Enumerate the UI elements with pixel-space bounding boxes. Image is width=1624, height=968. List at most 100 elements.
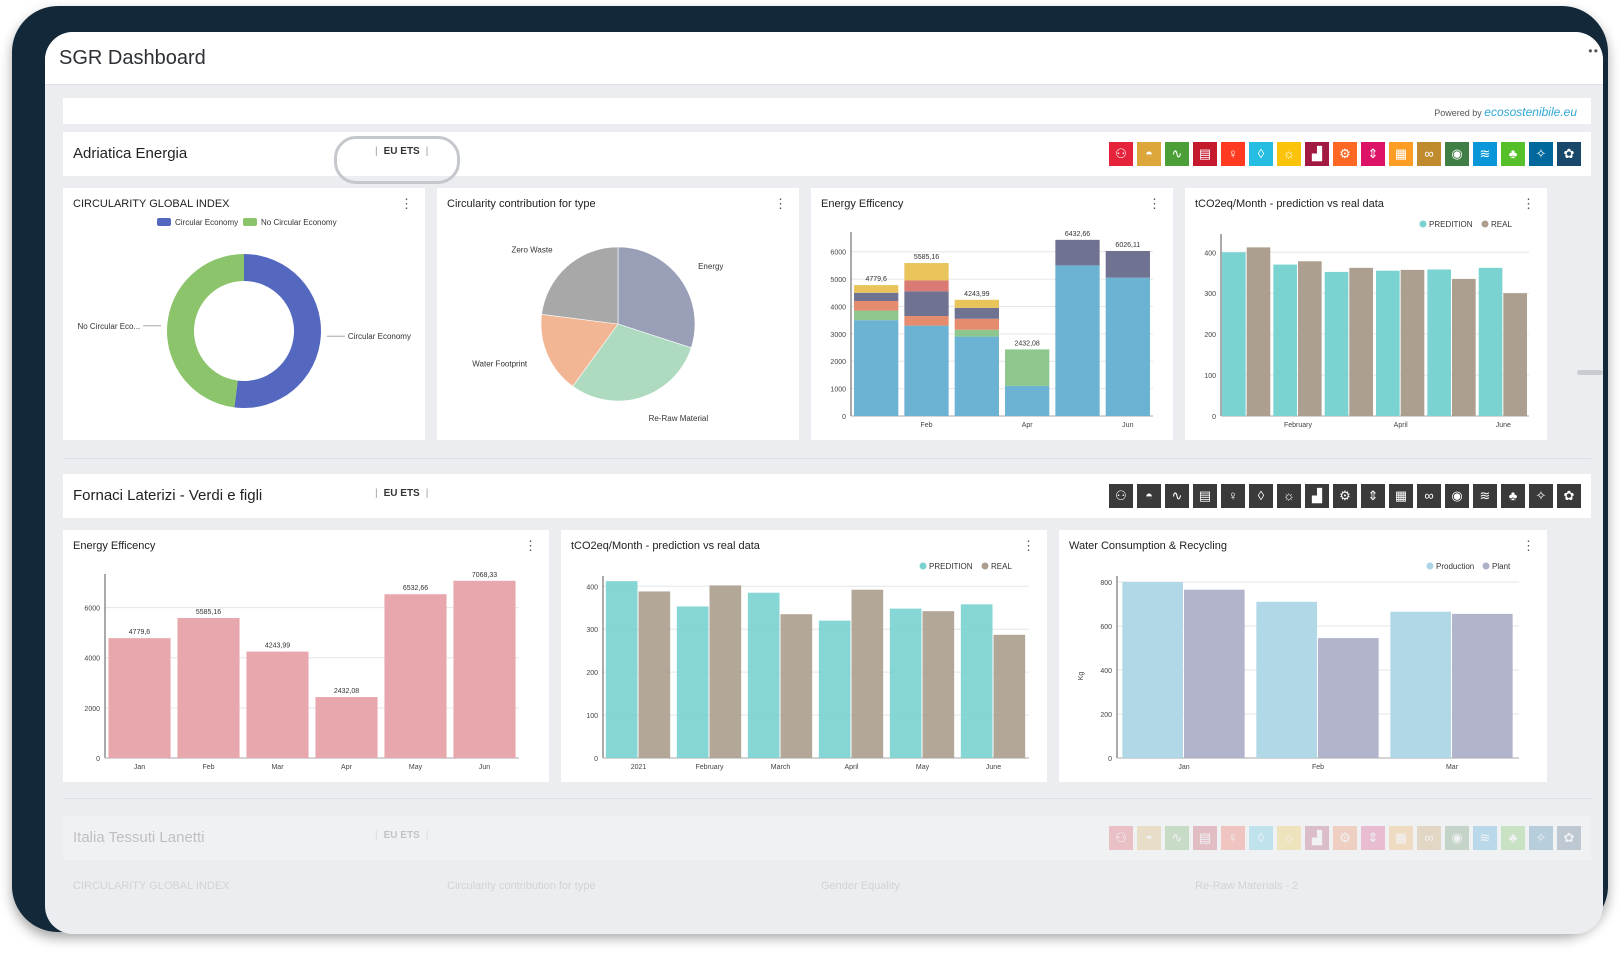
dove-icon[interactable]: ✧	[1529, 142, 1553, 166]
bar	[1427, 269, 1451, 416]
water-drop-icon[interactable]: ◊	[1249, 142, 1273, 166]
equality-icon[interactable]: ⇕	[1361, 142, 1385, 166]
stacked-bar-segment	[1105, 250, 1150, 278]
legend-marker	[1481, 220, 1489, 228]
city-icon[interactable]: ▦	[1389, 484, 1413, 508]
stacked-bar-segment	[1005, 349, 1050, 386]
y-tick-label: 4000	[830, 304, 846, 311]
panel-tco2-prediction-2: tCO2eq/Month - prediction vs real data ⋮…	[561, 530, 1047, 782]
bowl-icon[interactable]: ◓	[1137, 484, 1161, 508]
bar-value-label: 7068,33	[472, 572, 497, 579]
book-icon[interactable]: ▤	[1193, 484, 1217, 508]
scroll-handle[interactable]	[1577, 370, 1603, 375]
bar	[747, 592, 780, 758]
flower-icon[interactable]: ✿	[1557, 484, 1581, 508]
kebab-menu-icon[interactable]: ⋮	[524, 538, 537, 553]
factory-icon[interactable]: ⚙	[1333, 484, 1357, 508]
city-icon[interactable]: ▦	[1389, 142, 1413, 166]
infinity-icon[interactable]: ∞	[1417, 826, 1441, 850]
equality-icon[interactable]: ⇕	[1361, 826, 1385, 850]
sun-icon[interactable]: ☼	[1277, 142, 1301, 166]
kebab-menu-icon[interactable]: ⋮	[1022, 538, 1035, 553]
y-tick-label: 0	[842, 414, 846, 421]
bar	[453, 580, 516, 758]
panel-title: CIRCULARITY GLOBAL INDEX	[73, 198, 230, 210]
people-icon[interactable]: ⚇	[1109, 484, 1133, 508]
heartbeat-icon[interactable]: ∿	[1165, 142, 1189, 166]
kebab-menu-icon[interactable]: ⋮	[400, 196, 413, 211]
factory-icon[interactable]: ⚙	[1333, 826, 1357, 850]
heartbeat-icon[interactable]: ∿	[1165, 826, 1189, 850]
bar	[1503, 293, 1527, 416]
growth-chart-icon[interactable]: ▟	[1305, 826, 1329, 850]
tree-icon[interactable]: ♣	[1501, 142, 1525, 166]
kebab-menu-icon[interactable]: ⋮	[1522, 196, 1535, 211]
growth-chart-icon[interactable]: ▟	[1305, 142, 1329, 166]
fish-icon[interactable]: ≋	[1473, 826, 1497, 850]
panel-energy-efficiency-2: Energy Efficency ⋮ 0 2000 4000 6000 4779,6 Ja…	[63, 530, 549, 782]
ellipsis-icon[interactable]: • •	[1588, 44, 1598, 58]
eu-ets-badge[interactable]: EU ETS	[369, 488, 434, 499]
bar	[1318, 638, 1379, 758]
dove-icon[interactable]: ✧	[1529, 484, 1553, 508]
eye-icon[interactable]: ◉	[1445, 826, 1469, 850]
stacked-bar-segment	[854, 300, 899, 311]
flower-icon[interactable]: ✿	[1557, 142, 1581, 166]
bar	[1122, 582, 1183, 758]
gender-icon[interactable]: ♀	[1221, 484, 1245, 508]
flower-icon[interactable]: ✿	[1557, 826, 1581, 850]
heartbeat-icon[interactable]: ∿	[1165, 484, 1189, 508]
kebab-menu-icon[interactable]: ⋮	[1522, 538, 1535, 553]
section-divider	[63, 798, 1591, 799]
fish-icon[interactable]: ≋	[1473, 142, 1497, 166]
x-tick-label: Apr	[341, 764, 353, 771]
bar-value-label: 4243,99	[265, 643, 290, 650]
book-icon[interactable]: ▤	[1193, 142, 1217, 166]
book-icon[interactable]: ▤	[1193, 826, 1217, 850]
company-name: Adriatica Energia	[73, 145, 188, 162]
equality-icon[interactable]: ⇕	[1361, 484, 1385, 508]
bowl-icon[interactable]: ◓	[1137, 826, 1161, 850]
sun-icon[interactable]: ☼	[1277, 484, 1301, 508]
y-tick-label: 5000	[830, 277, 846, 284]
bar	[1273, 264, 1297, 416]
powered-by: Powered by ecosostenibile.eu	[1434, 105, 1577, 119]
gender-icon[interactable]: ♀	[1221, 826, 1245, 850]
tree-icon[interactable]: ♣	[1501, 484, 1525, 508]
eu-ets-badge[interactable]: EU ETS	[369, 146, 434, 157]
legend-swatch	[243, 218, 257, 226]
powered-by-brand[interactable]: ecosostenibile.eu	[1484, 105, 1577, 119]
water-drop-icon[interactable]: ◊	[1249, 826, 1273, 850]
device-frame: SGR Dashboard • • Powered by ecosostenib…	[12, 6, 1608, 934]
people-icon[interactable]: ⚇	[1109, 142, 1133, 166]
factory-icon[interactable]: ⚙	[1333, 142, 1357, 166]
infinity-icon[interactable]: ∞	[1417, 484, 1441, 508]
eu-ets-badge[interactable]: EU ETS	[369, 830, 434, 841]
kebab-menu-icon[interactable]: ⋮	[774, 196, 787, 211]
city-icon[interactable]: ▦	[1389, 826, 1413, 850]
x-tick-label: Mar	[271, 764, 284, 771]
bar	[315, 697, 378, 758]
growth-chart-icon[interactable]: ▟	[1305, 484, 1329, 508]
tree-icon[interactable]: ♣	[1501, 826, 1525, 850]
bar	[889, 608, 922, 758]
dove-icon[interactable]: ✧	[1529, 826, 1553, 850]
water-drop-icon[interactable]: ◊	[1249, 484, 1273, 508]
eye-icon[interactable]: ◉	[1445, 142, 1469, 166]
gender-icon[interactable]: ♀	[1221, 142, 1245, 166]
bar	[960, 604, 993, 758]
x-tick-label: Jun	[479, 764, 490, 771]
kebab-menu-icon[interactable]: ⋮	[1148, 196, 1161, 211]
eye-icon[interactable]: ◉	[1445, 484, 1469, 508]
infinity-icon[interactable]: ∞	[1417, 142, 1441, 166]
sun-icon[interactable]: ☼	[1277, 826, 1301, 850]
fish-icon[interactable]: ≋	[1473, 484, 1497, 508]
x-tick-label: May	[409, 764, 423, 771]
stacked-bar-segment	[954, 299, 999, 308]
bar-value-label: 2432,08	[1015, 340, 1040, 347]
bar	[638, 591, 671, 758]
x-tick-label: March	[771, 764, 791, 771]
legend-label: REAL	[1491, 220, 1512, 229]
people-icon[interactable]: ⚇	[1109, 826, 1133, 850]
bowl-icon[interactable]: ◓	[1137, 142, 1161, 166]
